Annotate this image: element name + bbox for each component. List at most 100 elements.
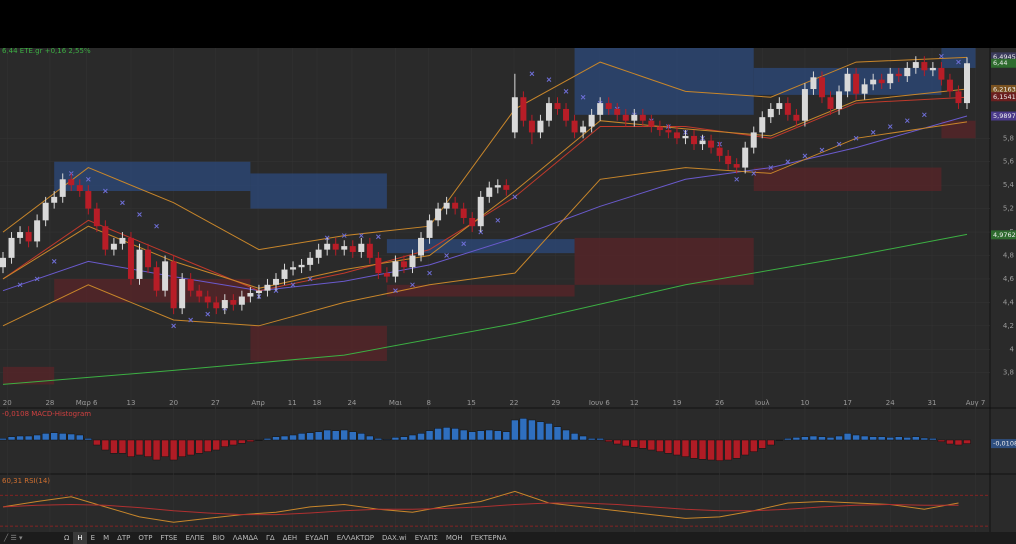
histogram-bar xyxy=(502,431,511,441)
histogram-bar xyxy=(937,439,946,442)
sar-point xyxy=(17,282,23,288)
sar-point xyxy=(307,276,313,282)
toolbar-item[interactable]: ΔΤΡ xyxy=(117,534,131,542)
histogram-bar xyxy=(468,431,476,441)
x-tick-label: 28 xyxy=(45,399,54,407)
histogram-bar xyxy=(169,439,178,461)
histogram-bar xyxy=(494,430,502,441)
histogram-bar xyxy=(383,439,391,441)
candle-body xyxy=(93,208,100,227)
candle-body xyxy=(290,267,297,270)
toolbar-item[interactable]: ΕΛΛΑΚΤΩΡ xyxy=(336,534,374,542)
price-label: 5,9897 xyxy=(993,112,1016,120)
toolbar-item[interactable]: ΕΥΔΑΠ xyxy=(305,534,329,542)
candle-body xyxy=(759,117,766,133)
candle-body xyxy=(51,196,58,203)
zone xyxy=(574,237,754,285)
sar-point xyxy=(120,200,125,206)
sar-point xyxy=(103,188,108,194)
histogram-bar xyxy=(809,435,818,441)
candle-body xyxy=(452,202,459,209)
zone xyxy=(574,48,754,115)
histogram-bar xyxy=(238,439,246,444)
candle-body xyxy=(895,73,902,77)
candle-body xyxy=(392,261,399,277)
toolbar-item[interactable]: ΓΔ xyxy=(265,534,275,542)
candle-body xyxy=(477,196,484,227)
toolbar-item[interactable]: ΕΛΠΕ xyxy=(185,534,205,542)
sar-point xyxy=(921,112,927,118)
toolbar-item[interactable]: ΟΤΡ xyxy=(138,534,153,542)
toolbar-item[interactable]: ΓΕΚΤΕΡΝΑ xyxy=(470,534,507,542)
candle-body xyxy=(281,269,288,279)
histogram-bar xyxy=(485,429,494,441)
candle-body xyxy=(563,108,570,121)
toolbar-item[interactable]: ΜΟΗ xyxy=(445,534,463,542)
toolbar-item[interactable]: H xyxy=(73,532,87,544)
histogram-bar xyxy=(272,436,280,441)
candle-body xyxy=(784,103,791,115)
candle-body xyxy=(955,91,962,104)
histogram-bar xyxy=(707,439,715,461)
histogram-bar xyxy=(7,436,16,441)
indicator-line xyxy=(2,56,968,251)
sar-point xyxy=(853,135,859,141)
histogram-bar xyxy=(869,436,877,441)
toolbar-item[interactable]: Ε xyxy=(90,534,96,542)
histogram-bar xyxy=(263,438,272,441)
sar-point xyxy=(904,118,910,124)
candle-body xyxy=(341,246,348,250)
price-label-bg xyxy=(991,58,1016,68)
histogram-bar xyxy=(289,434,297,441)
candle-body xyxy=(776,103,783,109)
toolbar-icons[interactable]: ╱ ☰ ▾ xyxy=(4,534,23,542)
zone xyxy=(386,239,575,254)
candle-body xyxy=(110,243,117,250)
candle-body xyxy=(622,114,629,121)
toolbar-item[interactable]: ΛΑΜΔΑ xyxy=(232,534,258,542)
candle-body xyxy=(844,73,851,92)
toolbar-item[interactable]: Ω xyxy=(64,534,70,542)
histogram-bar xyxy=(604,439,613,442)
candle-body xyxy=(861,84,868,94)
price-label: 6,2163 xyxy=(993,85,1016,93)
candle-body xyxy=(68,179,75,186)
histogram-bar xyxy=(954,439,963,446)
candle-body xyxy=(742,147,749,168)
price-label-bg xyxy=(991,439,1016,449)
histogram-bar xyxy=(852,434,860,441)
histogram-bar xyxy=(929,438,937,441)
histogram-bar xyxy=(178,439,186,457)
toolbar-item[interactable]: ΒΙΟ xyxy=(212,534,225,542)
x-tick-label: Απρ xyxy=(251,399,265,407)
histogram-bar xyxy=(562,429,570,441)
histogram-bar xyxy=(161,439,169,457)
candle-body xyxy=(85,191,92,209)
sar-point xyxy=(939,53,944,59)
toolbar-item[interactable]: Μ xyxy=(103,534,110,542)
histogram-bar xyxy=(596,438,604,441)
chart: 6,44 ETE.gr +0,16 2,55% 3,8 4 4,2 4,4 4,6 4,8… xyxy=(0,47,1016,532)
toolbar-item[interactable]: ΕΥΑΠΣ xyxy=(414,534,438,542)
candle-body xyxy=(486,187,493,197)
zone xyxy=(3,366,55,385)
y-tick-label: 4,6 xyxy=(1003,275,1015,283)
toolbar-item[interactable]: ΔΕΗ xyxy=(282,534,298,542)
x-tick-label: Μαρ 6 xyxy=(76,399,98,407)
sar-point xyxy=(461,241,467,247)
candle-body xyxy=(324,243,331,250)
x-tick-label: 22 xyxy=(510,399,519,407)
sar-point xyxy=(85,176,91,182)
candle-body xyxy=(400,261,407,268)
sar-point xyxy=(341,233,347,238)
toolbar-item[interactable]: DAX.wi xyxy=(381,534,407,542)
histogram-bar xyxy=(519,418,528,441)
histogram-bar xyxy=(818,436,826,441)
candle-body xyxy=(435,208,442,221)
toolbar-item[interactable]: FTSE xyxy=(160,534,178,542)
histogram-bar xyxy=(741,439,749,456)
candle-body xyxy=(708,140,715,148)
histogram-bar xyxy=(306,432,314,441)
candle-body xyxy=(631,114,638,121)
histogram-bar xyxy=(417,433,425,441)
